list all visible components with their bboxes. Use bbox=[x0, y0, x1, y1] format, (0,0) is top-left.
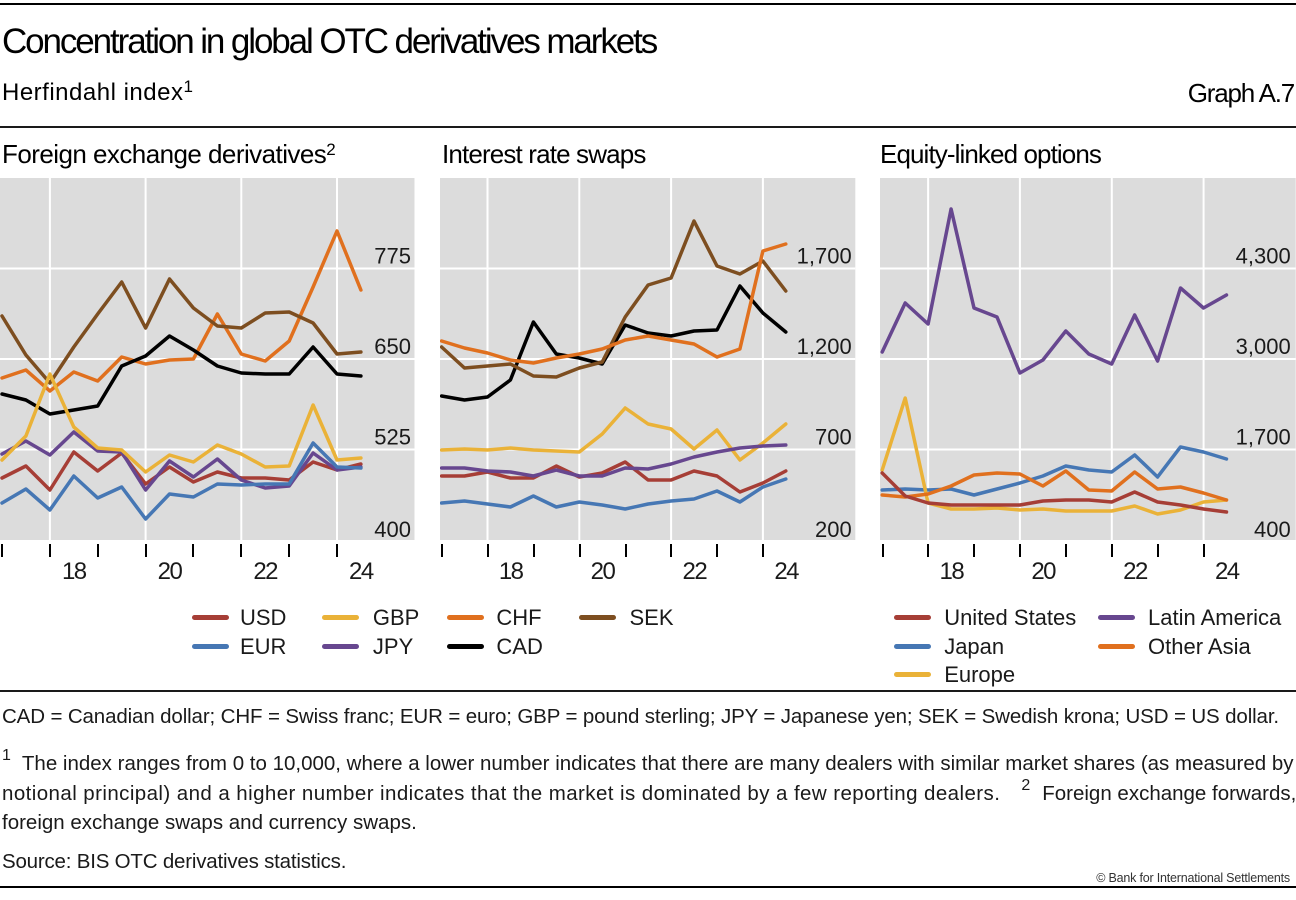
svg-text:700: 700 bbox=[815, 424, 852, 449]
svg-text:1,200: 1,200 bbox=[797, 334, 852, 359]
svg-text:775: 775 bbox=[374, 244, 411, 269]
svg-text:525: 525 bbox=[374, 425, 411, 450]
svg-text:400: 400 bbox=[1254, 517, 1291, 540]
svg-text:400: 400 bbox=[374, 517, 411, 540]
svg-text:650: 650 bbox=[374, 334, 411, 359]
svg-text:3,000: 3,000 bbox=[1236, 334, 1291, 359]
svg-text:1,700: 1,700 bbox=[797, 244, 852, 269]
svg-text:1,700: 1,700 bbox=[1236, 424, 1291, 449]
svg-text:200: 200 bbox=[815, 517, 852, 540]
svg-text:4,300: 4,300 bbox=[1236, 244, 1291, 269]
